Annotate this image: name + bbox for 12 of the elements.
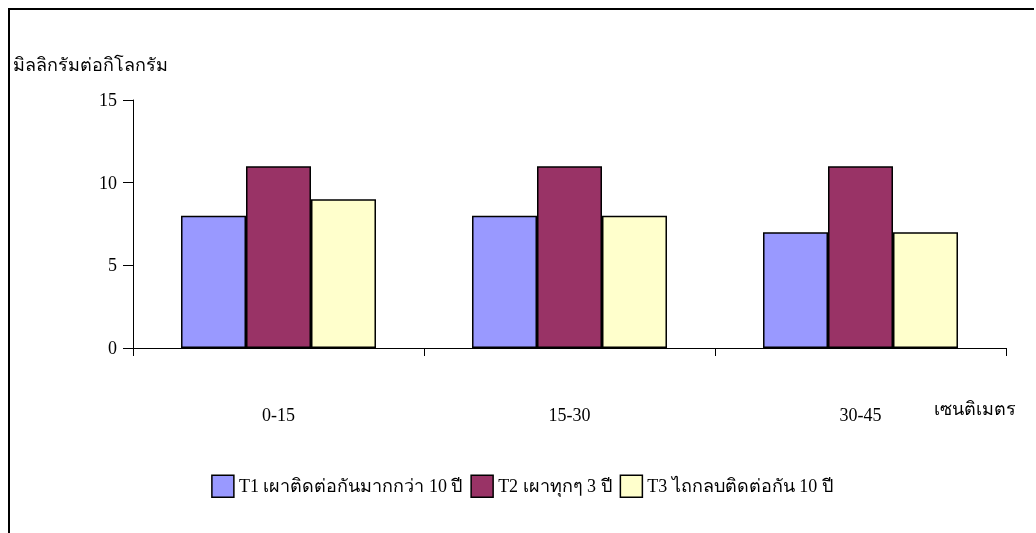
y-axis-title: มิลลิกรัมต่อกิโลกรัม bbox=[13, 54, 168, 75]
y-tick-label: 15 bbox=[99, 90, 117, 110]
y-tick-label: 0 bbox=[108, 338, 117, 358]
x-tick-label: 0-15 bbox=[262, 405, 295, 425]
x-axis-title: เซนติเมตร bbox=[934, 399, 1016, 419]
legend-label: T2 เผาทุกๆ 3 ปี bbox=[498, 476, 612, 498]
y-tick-label: 10 bbox=[99, 172, 117, 193]
x-tick-label: 15-30 bbox=[548, 405, 591, 425]
x-tick-label: 30-45 bbox=[839, 405, 882, 425]
legend-label: T1 เผาติดต่อกันมากกว่า 10 ปี bbox=[238, 476, 463, 497]
legend-label: T3 ไถกลบติดต่อกัน 10 ปี bbox=[647, 475, 833, 497]
y-tick-label: 5 bbox=[108, 255, 117, 276]
